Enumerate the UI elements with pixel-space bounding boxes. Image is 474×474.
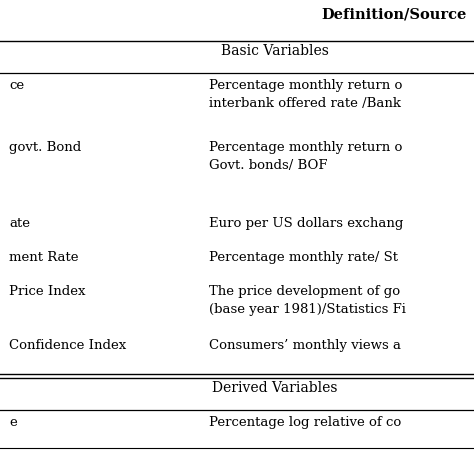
Text: Basic Variables: Basic Variables bbox=[221, 44, 329, 58]
Text: ment Rate: ment Rate bbox=[9, 251, 79, 264]
Text: e: e bbox=[9, 416, 17, 429]
Text: Euro per US dollars exchang: Euro per US dollars exchang bbox=[209, 217, 403, 229]
Text: The price development of go
(base year 1981)/Statistics Fi: The price development of go (base year 1… bbox=[209, 285, 405, 316]
Text: govt. Bond: govt. Bond bbox=[9, 141, 82, 154]
Text: Percentage monthly return o
interbank offered rate /Bank: Percentage monthly return o interbank of… bbox=[209, 79, 402, 110]
Text: Percentage log relative of co: Percentage log relative of co bbox=[209, 416, 401, 429]
Text: Definition/Source: Definition/Source bbox=[321, 7, 467, 21]
Text: Derived Variables: Derived Variables bbox=[212, 381, 337, 395]
Text: ate: ate bbox=[9, 217, 30, 229]
Text: Price Index: Price Index bbox=[9, 285, 86, 298]
Text: Consumers’ monthly views a: Consumers’ monthly views a bbox=[209, 339, 401, 352]
Text: ce: ce bbox=[9, 79, 25, 92]
Text: Percentage monthly rate/ St: Percentage monthly rate/ St bbox=[209, 251, 398, 264]
Text: Confidence Index: Confidence Index bbox=[9, 339, 127, 352]
Text: Percentage monthly return o
Govt. bonds/ BOF: Percentage monthly return o Govt. bonds/… bbox=[209, 141, 402, 172]
